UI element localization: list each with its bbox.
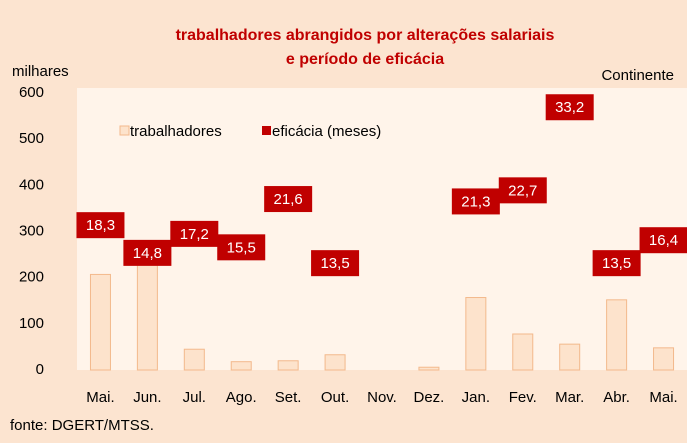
data-label: 16,4 (649, 232, 678, 249)
data-label: 18,3 (86, 217, 115, 234)
bar (183, 348, 205, 371)
bar (89, 273, 111, 371)
x-tick-label: Set. (275, 389, 302, 406)
eficacia-box (170, 220, 219, 247)
y-tick-label: 600 (19, 84, 44, 101)
eficacia-box (545, 94, 594, 121)
y-tick-label: 100 (19, 315, 44, 332)
chart-title: trabalhadores abrangidos por alterações … (176, 27, 555, 44)
data-label: 33,2 (555, 99, 584, 116)
bar (136, 263, 158, 371)
x-tick-label: Nov. (367, 389, 397, 406)
legend-swatch (119, 125, 130, 136)
bar (418, 366, 440, 371)
legend-swatch (262, 126, 271, 135)
chart-title: e período de eficácia (286, 51, 444, 68)
x-tick-label: Mar. (555, 389, 584, 406)
bar (559, 343, 581, 371)
bar (277, 360, 299, 371)
x-tick-label: Fev. (509, 389, 537, 406)
y-axis-label: milhares (12, 63, 69, 80)
eficacia-box (311, 250, 360, 277)
x-tick-label: Jan. (462, 389, 490, 406)
data-label: 13,5 (602, 255, 631, 272)
x-tick-label: Dez. (414, 389, 445, 406)
data-label: 14,8 (133, 245, 162, 262)
eficacia-box (123, 239, 172, 266)
bar (606, 299, 628, 371)
x-tick-label: Out. (321, 389, 349, 406)
eficacia-box (217, 234, 266, 261)
x-tick-label: Ago. (226, 389, 257, 406)
data-label: 21,6 (274, 191, 303, 208)
data-label: 13,5 (320, 255, 349, 272)
data-label: 17,2 (180, 226, 209, 243)
annotation: Continente (601, 67, 674, 84)
data-label: 22,7 (508, 182, 537, 199)
x-tick-label: Jun. (133, 389, 161, 406)
x-tick-label: Abr. (603, 389, 630, 406)
bar (512, 333, 534, 371)
y-tick-label: 400 (19, 176, 44, 193)
eficacia-box (639, 227, 687, 254)
eficacia-box (264, 186, 313, 213)
legend-label: eficácia (meses) (272, 123, 381, 140)
data-label: 21,3 (461, 193, 490, 210)
x-tick-label: Mai. (86, 389, 114, 406)
bar (653, 347, 675, 371)
y-tick-label: 300 (19, 222, 44, 239)
eficacia-box (451, 188, 500, 215)
y-tick-label: 200 (19, 269, 44, 286)
bar (230, 361, 252, 371)
source: fonte: DGERT/MTSS. (10, 417, 154, 434)
bar (324, 354, 346, 371)
y-tick-label: 0 (36, 361, 44, 378)
legend-label: trabalhadores (130, 123, 222, 140)
x-tick-label: Mai. (649, 389, 677, 406)
data-label: 15,5 (227, 239, 256, 256)
y-tick-label: 500 (19, 130, 44, 147)
bar (465, 297, 487, 371)
eficacia-box (498, 177, 547, 204)
x-tick-label: Jul. (183, 389, 206, 406)
eficacia-box (592, 250, 641, 277)
eficacia-box (76, 212, 125, 239)
